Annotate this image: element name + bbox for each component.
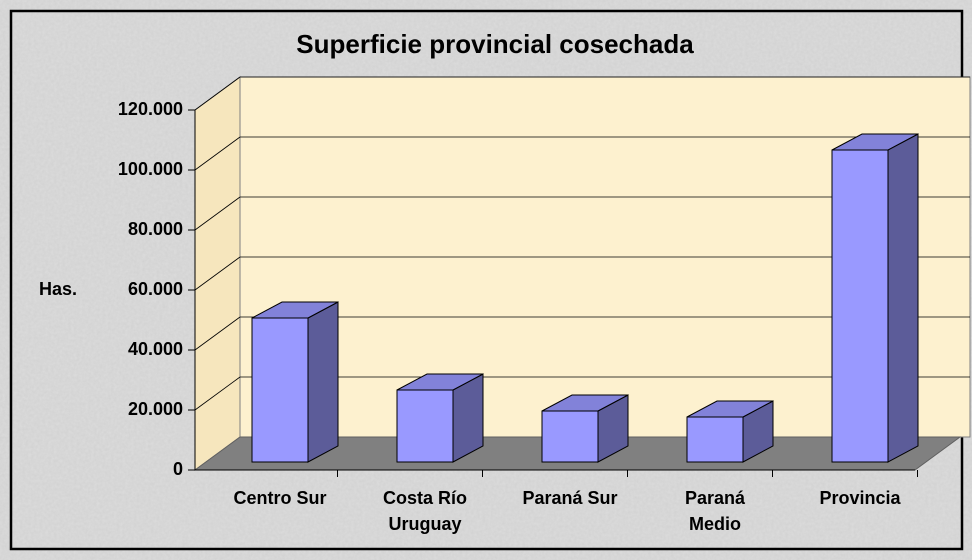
y-tick-label: 120.000 (118, 99, 183, 119)
y-tick-label: 80.000 (128, 219, 183, 239)
grid-line (194, 136, 241, 171)
x-tick-label: Costa Río Uruguay (382, 488, 467, 534)
bar-side (887, 133, 919, 463)
grid-line (194, 76, 241, 111)
y-tick-label: 0 (173, 459, 183, 479)
bar (251, 317, 309, 463)
x-tick-label: Paraná Sur (522, 488, 618, 508)
chart-title: Superficie provincial cosechada (296, 29, 694, 59)
grid-line (194, 376, 241, 411)
x-tick-label: Provincia (819, 488, 901, 508)
grid-line (194, 316, 241, 351)
y-tick-label: 60.000 (128, 279, 183, 299)
bar (831, 149, 889, 463)
y-tick-label: 20.000 (128, 399, 183, 419)
bar (541, 410, 599, 463)
y-axis-label: Has. (39, 279, 77, 299)
bar (396, 389, 454, 463)
grid-line (194, 256, 241, 291)
y-tick-label: 40.000 (128, 339, 183, 359)
y-tick-label: 100.000 (118, 159, 183, 179)
bar-side (307, 301, 339, 463)
bar (686, 416, 744, 463)
grid-line (194, 196, 241, 231)
x-tick-label: Paraná Medio (684, 488, 746, 534)
x-tick-label: Centro Sur (233, 488, 327, 508)
